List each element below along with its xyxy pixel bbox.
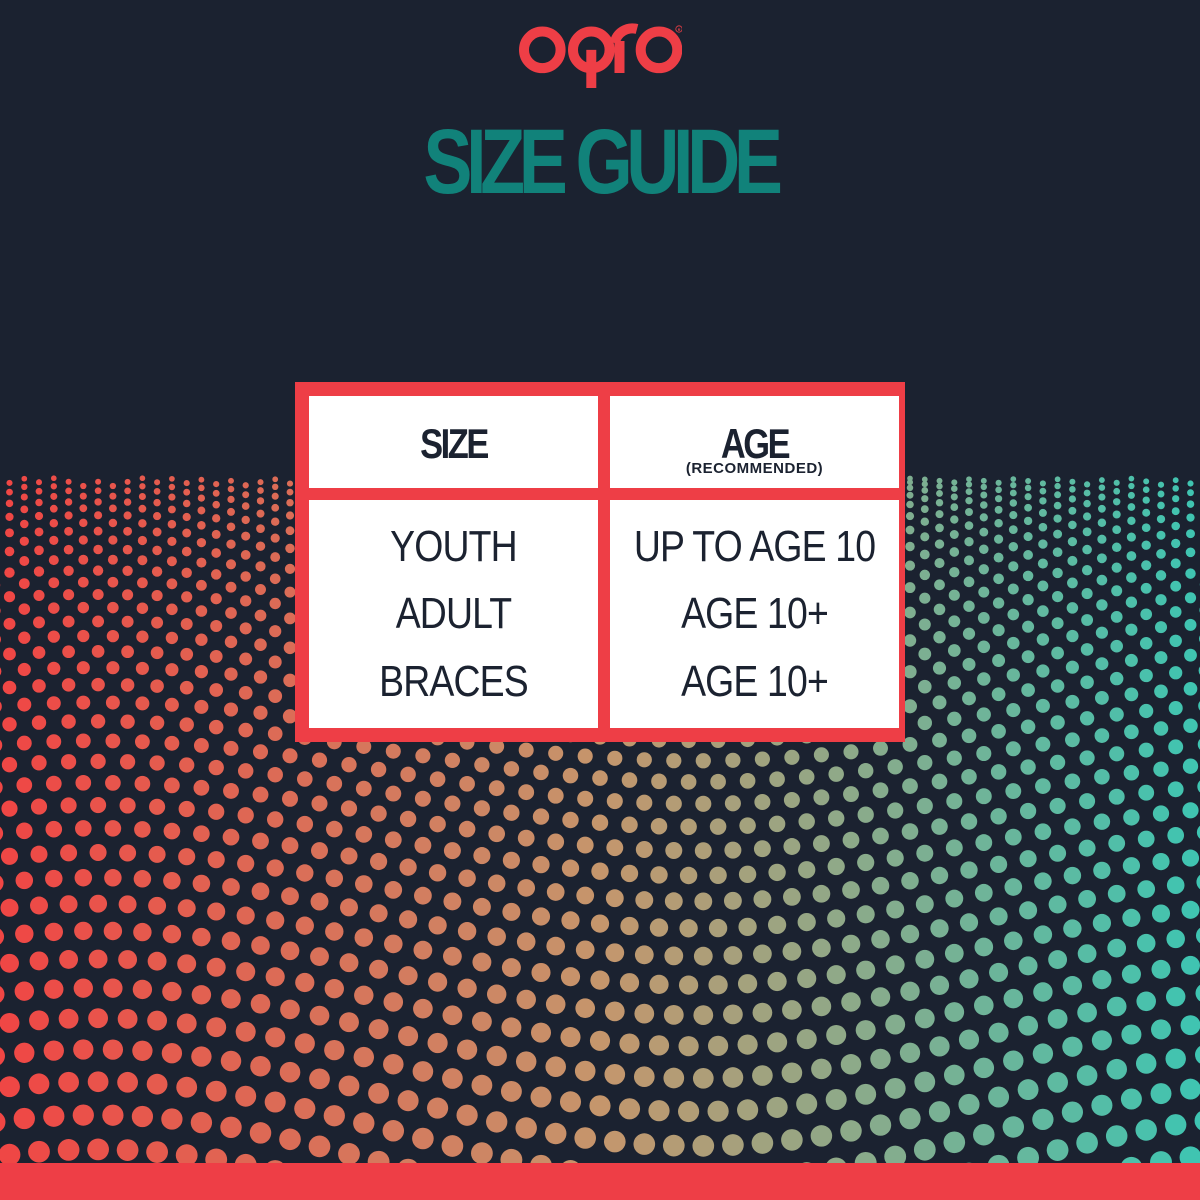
svg-text:R: R	[677, 28, 680, 32]
